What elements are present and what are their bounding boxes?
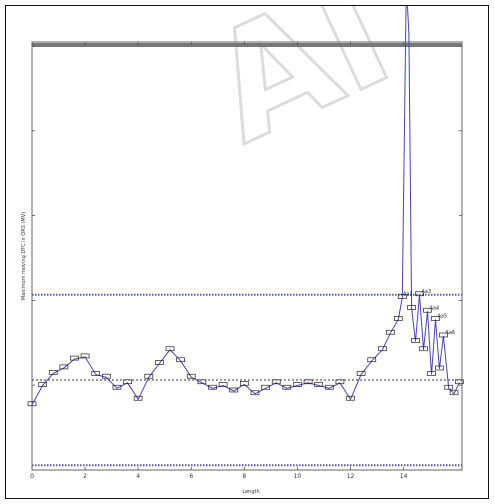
signal-marker xyxy=(197,379,207,385)
x-tick-label: 10 xyxy=(294,473,302,480)
signal-marker xyxy=(229,387,239,393)
signal-marker xyxy=(303,379,313,385)
signal-marker xyxy=(449,390,459,396)
signal-marker xyxy=(415,291,424,297)
signal-marker xyxy=(423,307,432,313)
signal-marker xyxy=(314,382,324,387)
signal-marker xyxy=(385,329,395,335)
signal-marker xyxy=(144,373,154,379)
signal-marker xyxy=(397,294,407,299)
signal-marker xyxy=(282,384,292,390)
peak-label: Aa3 xyxy=(422,289,432,295)
signal-marker xyxy=(356,371,366,376)
signal-marker xyxy=(250,390,260,396)
signal-marker xyxy=(70,355,79,361)
x-tick-label: 12 xyxy=(347,473,355,480)
signal-marker xyxy=(435,365,444,371)
signal-marker xyxy=(293,382,302,387)
x-tick-label: 2 xyxy=(83,473,87,480)
chart-frame: AI 02468101214Aa1Aa2Aa3Aa4Aa5Aa6 Length … xyxy=(5,5,489,499)
signal-marker xyxy=(133,395,143,401)
signal-marker xyxy=(91,371,101,376)
signal-marker xyxy=(346,395,355,401)
peak-label: Aa4 xyxy=(429,305,439,311)
x-axis-label: Length xyxy=(242,489,259,495)
peak-label: Aa1 xyxy=(403,292,413,298)
x-tick-label: 0 xyxy=(30,473,34,480)
chart-canvas: AI 02468101214Aa1Aa2Aa3Aa4Aa5Aa6 Length … xyxy=(21,6,464,495)
signal-marker xyxy=(123,379,132,385)
signal-line xyxy=(31,6,460,406)
signal-marker xyxy=(112,384,122,390)
x-tick-label: 6 xyxy=(189,473,193,480)
signal-marker xyxy=(324,384,334,390)
signal-marker xyxy=(393,316,403,321)
signal-marker xyxy=(444,384,454,390)
signal-marker xyxy=(186,373,196,379)
axes-box xyxy=(31,41,463,471)
signal-marker xyxy=(367,357,377,363)
signal-marker xyxy=(218,382,228,387)
signal-marker xyxy=(59,364,69,370)
signal-marker xyxy=(431,316,440,321)
signal-marker xyxy=(27,401,37,407)
signal-marker xyxy=(407,305,416,310)
signal-marker xyxy=(155,360,164,365)
signal-marker xyxy=(271,379,281,385)
signal-marker xyxy=(239,381,249,386)
signal-marker xyxy=(176,357,185,363)
signal-marker xyxy=(454,379,464,385)
x-tick-label: 8 xyxy=(242,473,246,480)
signal-marker xyxy=(335,379,345,385)
signal-marker xyxy=(101,373,111,379)
peak-label: Aa6 xyxy=(445,330,455,336)
peak-label: Aa5 xyxy=(437,314,447,320)
signal-marker xyxy=(165,346,175,352)
signal-marker xyxy=(80,353,90,359)
x-tick-label: 4 xyxy=(136,473,140,480)
signal-marker xyxy=(48,370,58,375)
signal-marker xyxy=(38,382,47,387)
plot-area: 02468101214Aa1Aa2Aa3Aa4Aa5Aa6 xyxy=(27,6,464,480)
signal-marker xyxy=(439,332,448,338)
signal-marker xyxy=(378,346,387,352)
signal-marker xyxy=(419,346,428,352)
watermark-text: AI xyxy=(185,6,414,177)
signal-marker xyxy=(261,384,270,390)
x-tick-label: 14 xyxy=(400,473,408,480)
signal-marker xyxy=(427,371,436,376)
signal-marker xyxy=(411,338,420,343)
signal-marker xyxy=(208,384,217,390)
y-axis-label: Maximum moving DFC in QRS (MV) xyxy=(21,212,27,300)
